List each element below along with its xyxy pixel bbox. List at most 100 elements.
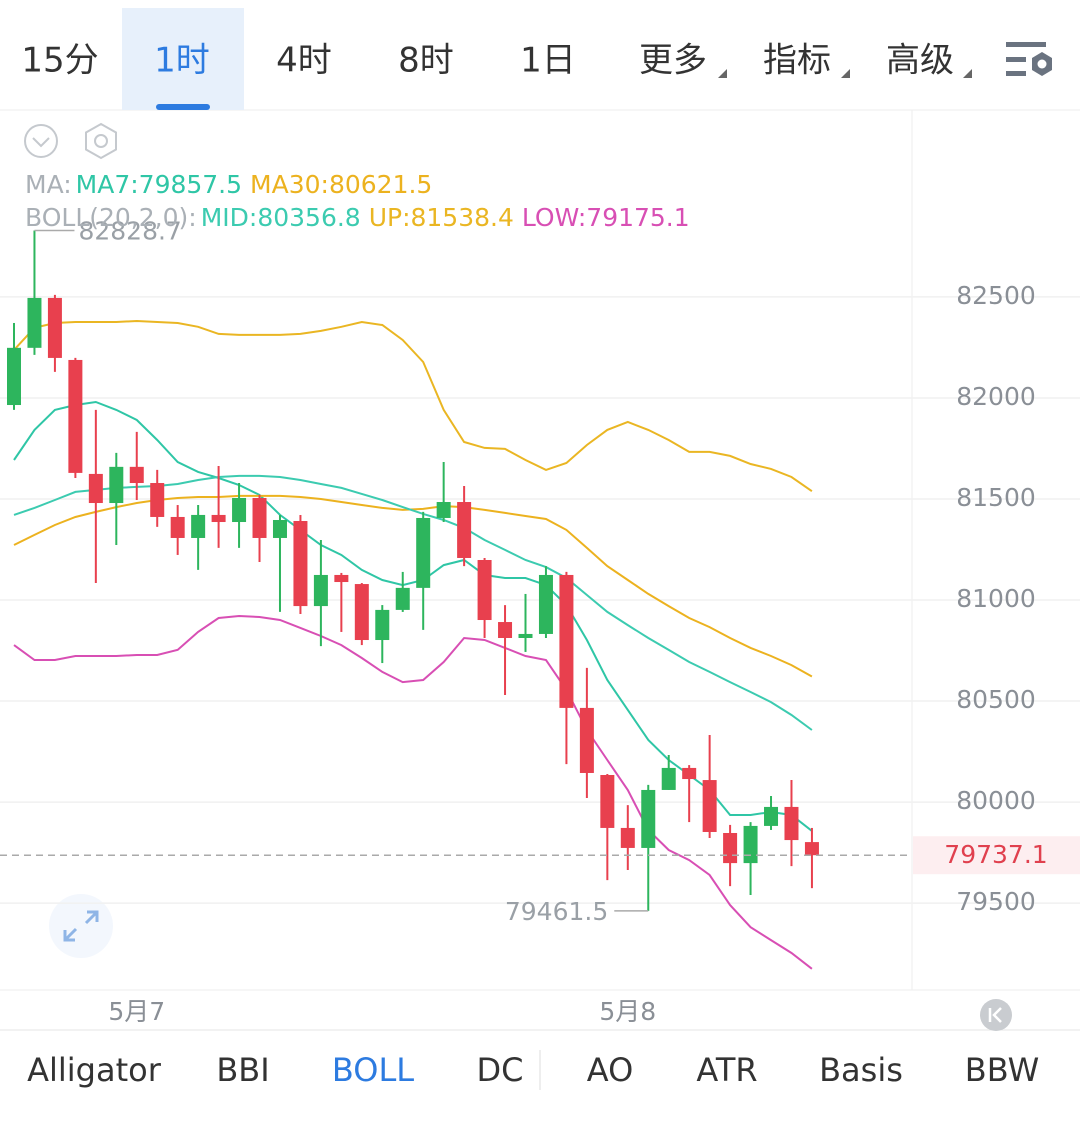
dropdown-caret bbox=[841, 69, 850, 78]
tab[interactable]: 1时 bbox=[154, 41, 210, 81]
indicator-tab[interactable]: AO bbox=[587, 1051, 634, 1089]
candle-body bbox=[88, 473, 103, 504]
indicator-tab[interactable]: DC bbox=[477, 1051, 524, 1089]
candle-body bbox=[620, 827, 635, 848]
tab[interactable]: 15分 bbox=[21, 41, 98, 81]
candle-body bbox=[109, 466, 124, 504]
legend-item: UP:81538.4 bbox=[369, 203, 514, 232]
fullscreen-button[interactable] bbox=[49, 894, 113, 958]
settings-button[interactable] bbox=[85, 122, 117, 160]
candle-body bbox=[477, 560, 492, 621]
icon-dot bbox=[94, 134, 108, 148]
y-tick-label: 81000 bbox=[956, 584, 1036, 613]
legend-item: MA7:79857.5 bbox=[76, 170, 242, 199]
candle-body bbox=[416, 517, 431, 588]
indicator-tab[interactable]: Alligator bbox=[27, 1051, 162, 1089]
icon-circle bbox=[24, 124, 58, 158]
candle-body bbox=[498, 622, 513, 638]
candle-body bbox=[334, 574, 349, 583]
candle-body bbox=[395, 587, 410, 610]
candle-body bbox=[436, 502, 451, 518]
candle-body bbox=[518, 633, 533, 638]
candle-body bbox=[661, 767, 676, 790]
tab[interactable]: 指标 bbox=[763, 41, 831, 81]
indicator-tab[interactable]: BBW bbox=[965, 1051, 1039, 1089]
indicator-line bbox=[13, 400, 813, 832]
collapse-button[interactable] bbox=[24, 124, 58, 158]
candle-body bbox=[232, 497, 247, 523]
x-tick-label: 5月7 bbox=[108, 997, 165, 1026]
candle-body bbox=[354, 584, 369, 641]
candle-body bbox=[559, 574, 574, 708]
candle-body bbox=[784, 806, 799, 841]
candle-body bbox=[313, 574, 328, 607]
tab[interactable]: 4时 bbox=[276, 41, 332, 81]
legend-item: MID:80356.8 bbox=[201, 203, 361, 232]
candle-body bbox=[150, 483, 165, 517]
icon-bg bbox=[49, 894, 113, 958]
icon-bg bbox=[980, 999, 1012, 1031]
candle-body bbox=[764, 806, 779, 826]
legend-prefix: BOLL(20,2,0): bbox=[25, 203, 197, 232]
tab[interactable]: 1日 bbox=[520, 41, 576, 81]
legend-prefix: MA: bbox=[25, 170, 72, 199]
indicator-line bbox=[13, 319, 813, 493]
candle-body bbox=[538, 574, 553, 634]
low-label: 79461.5 bbox=[505, 897, 608, 926]
candle-body bbox=[457, 502, 472, 558]
active-tab-underline bbox=[156, 104, 210, 110]
dropdown-caret bbox=[963, 69, 972, 78]
tab[interactable]: 高级 bbox=[886, 41, 954, 81]
legend-item: LOW:79175.1 bbox=[522, 203, 690, 232]
candle-body bbox=[702, 780, 717, 832]
candle-body bbox=[804, 842, 819, 856]
icon-chevron bbox=[32, 137, 50, 148]
y-tick-label: 79500 bbox=[956, 887, 1036, 916]
tab[interactable]: 8时 bbox=[398, 41, 454, 81]
scroll-end-button[interactable] bbox=[980, 999, 1012, 1031]
candle-body bbox=[7, 347, 21, 406]
settings-icon[interactable] bbox=[1006, 42, 1052, 76]
y-tick-label: 82500 bbox=[956, 281, 1036, 310]
candle-body bbox=[68, 359, 83, 473]
dropdown-caret bbox=[718, 69, 727, 78]
y-tick-label: 82000 bbox=[956, 382, 1036, 411]
y-tick-label: 81500 bbox=[956, 483, 1036, 512]
indicator-line bbox=[13, 474, 813, 731]
icon-dot bbox=[1037, 59, 1047, 69]
candle-body bbox=[47, 297, 62, 358]
y-tick-label: 80000 bbox=[956, 786, 1036, 815]
active-tab-bg bbox=[122, 8, 244, 110]
y-tick-label: 80500 bbox=[956, 685, 1036, 714]
icon-hex bbox=[85, 122, 117, 160]
indicator-tab[interactable]: Basis bbox=[819, 1051, 903, 1089]
candle-body bbox=[579, 707, 594, 773]
candle-body bbox=[272, 519, 287, 538]
candle-body bbox=[191, 514, 206, 538]
candle-body bbox=[600, 775, 615, 828]
x-tick-label: 5月8 bbox=[599, 997, 656, 1026]
icon-bar bbox=[1006, 57, 1026, 62]
icon-arrows bbox=[63, 910, 99, 942]
candle-body bbox=[170, 516, 185, 538]
tab[interactable]: 更多 bbox=[639, 41, 707, 81]
candle-body bbox=[723, 832, 738, 864]
candle-body bbox=[129, 466, 144, 484]
candle-body bbox=[293, 521, 308, 607]
icon-glyph bbox=[988, 1007, 1002, 1023]
icon-bar bbox=[1006, 42, 1046, 47]
indicator-tab[interactable]: BOLL bbox=[332, 1051, 414, 1089]
indicator-tab[interactable]: BBI bbox=[216, 1051, 269, 1089]
candle-body bbox=[27, 297, 42, 348]
high-label: 82828.7 bbox=[78, 216, 181, 245]
last-price-label: 79737.1 bbox=[944, 840, 1047, 869]
candle-body bbox=[641, 789, 656, 848]
last-price-box bbox=[913, 836, 1080, 875]
icon-bar bbox=[1006, 71, 1026, 76]
indicator-tab[interactable]: ATR bbox=[696, 1051, 757, 1089]
candle-body bbox=[682, 767, 697, 780]
candle-body bbox=[743, 825, 758, 864]
candle-body bbox=[375, 609, 390, 641]
